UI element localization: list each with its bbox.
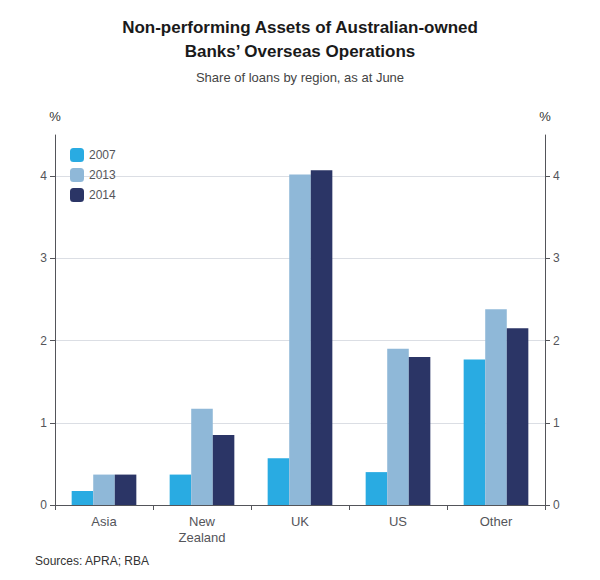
svg-text:Other: Other <box>480 514 513 529</box>
svg-text:4: 4 <box>40 169 47 183</box>
svg-text:2: 2 <box>553 334 560 348</box>
svg-text:1: 1 <box>553 416 560 430</box>
svg-text:Zealand: Zealand <box>179 530 226 545</box>
svg-text:2007: 2007 <box>89 148 116 162</box>
svg-text:2: 2 <box>40 334 47 348</box>
svg-text:Asia: Asia <box>91 514 117 529</box>
svg-text:Banks’ Overseas Operations: Banks’ Overseas Operations <box>185 42 416 61</box>
svg-text:Sources: APRA; RBA: Sources: APRA; RBA <box>35 554 149 568</box>
svg-text:UK: UK <box>291 514 309 529</box>
svg-text:3: 3 <box>40 251 47 265</box>
svg-text:Non-performing Assets of Austr: Non-performing Assets of Australian-owne… <box>122 18 478 37</box>
svg-text:2014: 2014 <box>89 188 116 202</box>
svg-text:2013: 2013 <box>89 168 116 182</box>
svg-text:0: 0 <box>40 498 47 512</box>
svg-text:%: % <box>539 109 551 124</box>
svg-text:New: New <box>189 514 216 529</box>
svg-text:%: % <box>49 109 61 124</box>
svg-text:0: 0 <box>553 498 560 512</box>
svg-text:4: 4 <box>553 169 560 183</box>
svg-text:3: 3 <box>553 251 560 265</box>
svg-text:US: US <box>389 514 407 529</box>
svg-text:Share of loans by region, as a: Share of loans by region, as at June <box>196 70 404 85</box>
svg-text:1: 1 <box>40 416 47 430</box>
